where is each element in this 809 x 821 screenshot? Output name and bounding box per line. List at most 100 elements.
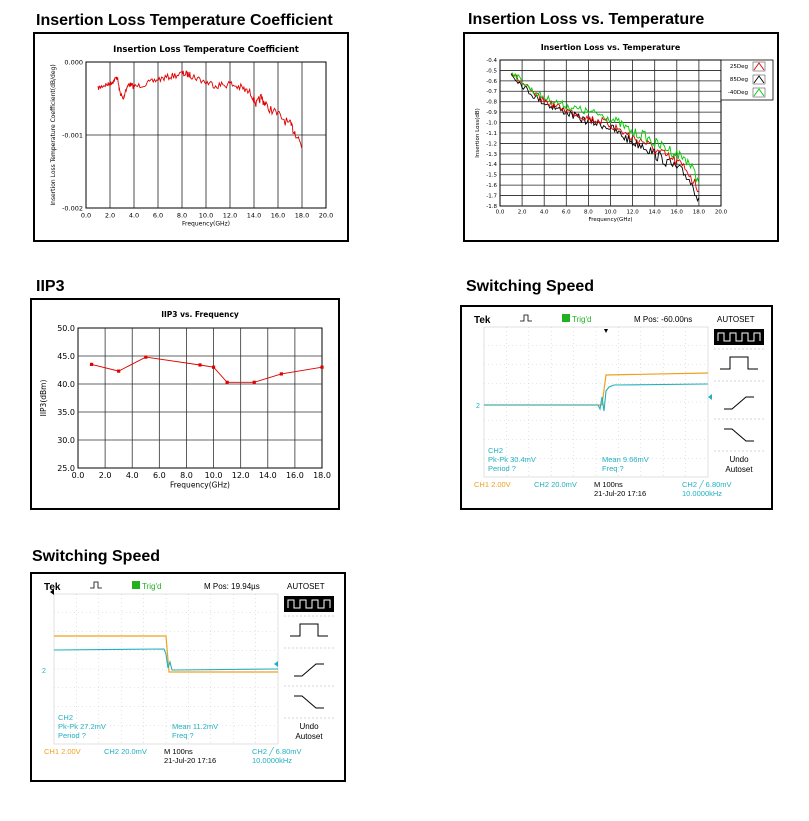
scope-trig-status: Trig'd [572,315,591,324]
x-tick-label: 6.0 [153,212,163,220]
x-tick-label: 16.0 [271,212,285,220]
scope-autoset-title: AUTOSET [717,315,755,324]
scope-date: 21-Jul-20 17:16 [164,756,216,765]
x-tick-label: 18.0 [313,471,331,480]
data-point [117,369,121,373]
x-axis-label: Frequency(GHz) [182,221,230,228]
x-tick-label: 0.0 [496,210,505,216]
scope-pkpk: Pk-Pk 27.2mV [58,722,106,731]
y-tick-label: 30.0 [57,436,75,445]
x-tick-label: 10.0 [205,471,223,480]
data-point [144,355,148,359]
x-tick-label: 14.0 [247,212,261,220]
ch2-level-marker: 2 [476,403,480,410]
single-pulse-icon [290,623,328,637]
scope-ch2-label: CH2 [488,446,503,455]
y-tick-label: -0.7 [486,89,497,95]
rising-edge-icon [294,663,324,677]
scope-trigger-setting: CH2 ╱ 6.80mV [682,479,732,489]
legend-swatch-2 [753,88,765,97]
y-tick-label: -0.8 [486,100,497,106]
scope-mean: Mean 11.2mV [172,722,218,731]
y-tick-label: -1.3 [486,152,497,158]
y-tick-label: 50.0 [57,324,75,333]
trigger-pulse-icon [90,581,102,589]
scope-freq: Freq ? [602,464,624,473]
chart-panel-il-coef: Insertion Loss Temperature Coefficient 0.… [33,32,349,242]
scope-mpos: M Pos: -60.00ns [634,315,692,324]
ch2-trace [53,648,279,671]
y-tick-label: -0.9 [486,110,497,116]
x-axis-label: Frequency(GHz) [589,217,633,223]
falling-edge-icon [294,695,324,709]
x-tick-label: 14.0 [259,471,277,480]
chart-panel-il-temp: Insertion Loss vs. Temperature 0.0 2.0 4.0 6… [463,32,779,242]
y-axis-label: Insertion Loss Temperature Coefficient(d… [50,64,57,205]
scope-brand: Tek [44,582,61,593]
x-tick-label: 16.0 [671,210,684,216]
y-axis-label: Insertion Loss(dB) [475,108,481,158]
y-tick-label: -1.6 [486,183,497,189]
chart-il-temp: Insertion Loss vs. Temperature 0.0 2.0 4.0 6… [475,43,774,223]
y-tick-label: 40.0 [57,380,75,389]
y-tick-label: 45.0 [57,352,75,361]
x-tick-label: 8.0 [180,471,193,480]
x-tick-label: 10.0 [199,212,213,220]
data-point [89,362,94,366]
scope-brand: Tek [474,315,491,326]
y-tick-label: -1.5 [486,173,497,179]
scope-panel-2: Tek Trig'd M Pos: 19.94µs AUTOSET 2 CH2 Pk-Pk … [30,572,346,782]
scope-screen-1: Tek Trig'd M Pos: -60.00ns AUTOSET 2 CH2Pk-Pk… [462,307,771,508]
x-tick-label: 2.0 [105,212,115,220]
single-pulse-icon [720,356,758,370]
trigger-pulse-icon [520,314,532,322]
y-tick-label: -1.1 [486,131,497,137]
y-tick-label: 35.0 [57,408,75,417]
scope-trigger-setting: CH2 ╱ 6.80mV [252,746,302,756]
y-tick-label: -0.002 [62,204,83,212]
chart-iip3: IIP3 vs. Frequency 0.0 2.0 4.0 6.0 8.0 10.0 12.… [39,310,331,490]
scope-screen-2: Tek Trig'd M Pos: 19.94µs AUTOSET 2 CH2Pk-Pk … [32,574,344,775]
y-tick-label: -0.4 [486,58,497,64]
ch2-level-marker: 2 [42,668,46,675]
legend-swatch-1 [753,75,765,84]
legend-swatch-box [752,74,766,85]
scope-undo: Undo [729,455,749,464]
x-tick-label: 0.0 [72,471,85,480]
trig-status-icon [132,581,140,589]
square-wave-icon [287,599,331,609]
x-tick-label: 6.0 [562,210,571,216]
legend-label-2: -40Deg [728,90,748,96]
scope-autoset-title: AUTOSET [287,582,325,591]
data-point [252,380,256,384]
x-tick-label: 4.0 [540,210,549,216]
trigger-level-marker [708,394,712,400]
y-tick-label: -1.8 [486,204,497,210]
x-tick-label: 0.0 [81,212,91,220]
scope-undo-autoset: Autoset [295,732,323,741]
x-tick-label: 4.0 [126,471,139,480]
scope-trigger-freq: 10.0000kHz [682,489,722,498]
plot-area [77,327,323,469]
y-tick-label: -0.6 [486,79,497,85]
scope-panel-1: Tek Trig'd M Pos: -60.00ns AUTOSET 2 CH2 Pk-Pk… [460,305,773,510]
x-tick-label: 4.0 [129,212,139,220]
autoset-wave-button [284,596,334,612]
trigger-position-marker [604,329,608,333]
section-title-switching-2: Switching Speed [32,548,161,565]
data-point [320,365,324,369]
square-wave-icon [717,332,761,342]
y-axis-label: IIP3(dBm) [39,380,48,417]
y-tick-label: -1.4 [486,162,497,168]
x-axis-label: Frequency(GHz) [170,481,230,490]
falling-edge-icon [724,428,754,442]
y-tick-label: 0.000 [64,58,83,66]
y-tick-label: -1.0 [486,120,497,126]
legend-swatch-box [752,61,766,72]
x-tick-label: 16.0 [286,471,304,480]
trigger-position-marker [50,589,54,595]
ch2-trace [484,383,709,412]
scope-timebase: M 100ns [594,480,623,489]
section-title-switching-1: Switching Speed [466,278,595,295]
x-tick-label: 20.0 [715,210,728,216]
